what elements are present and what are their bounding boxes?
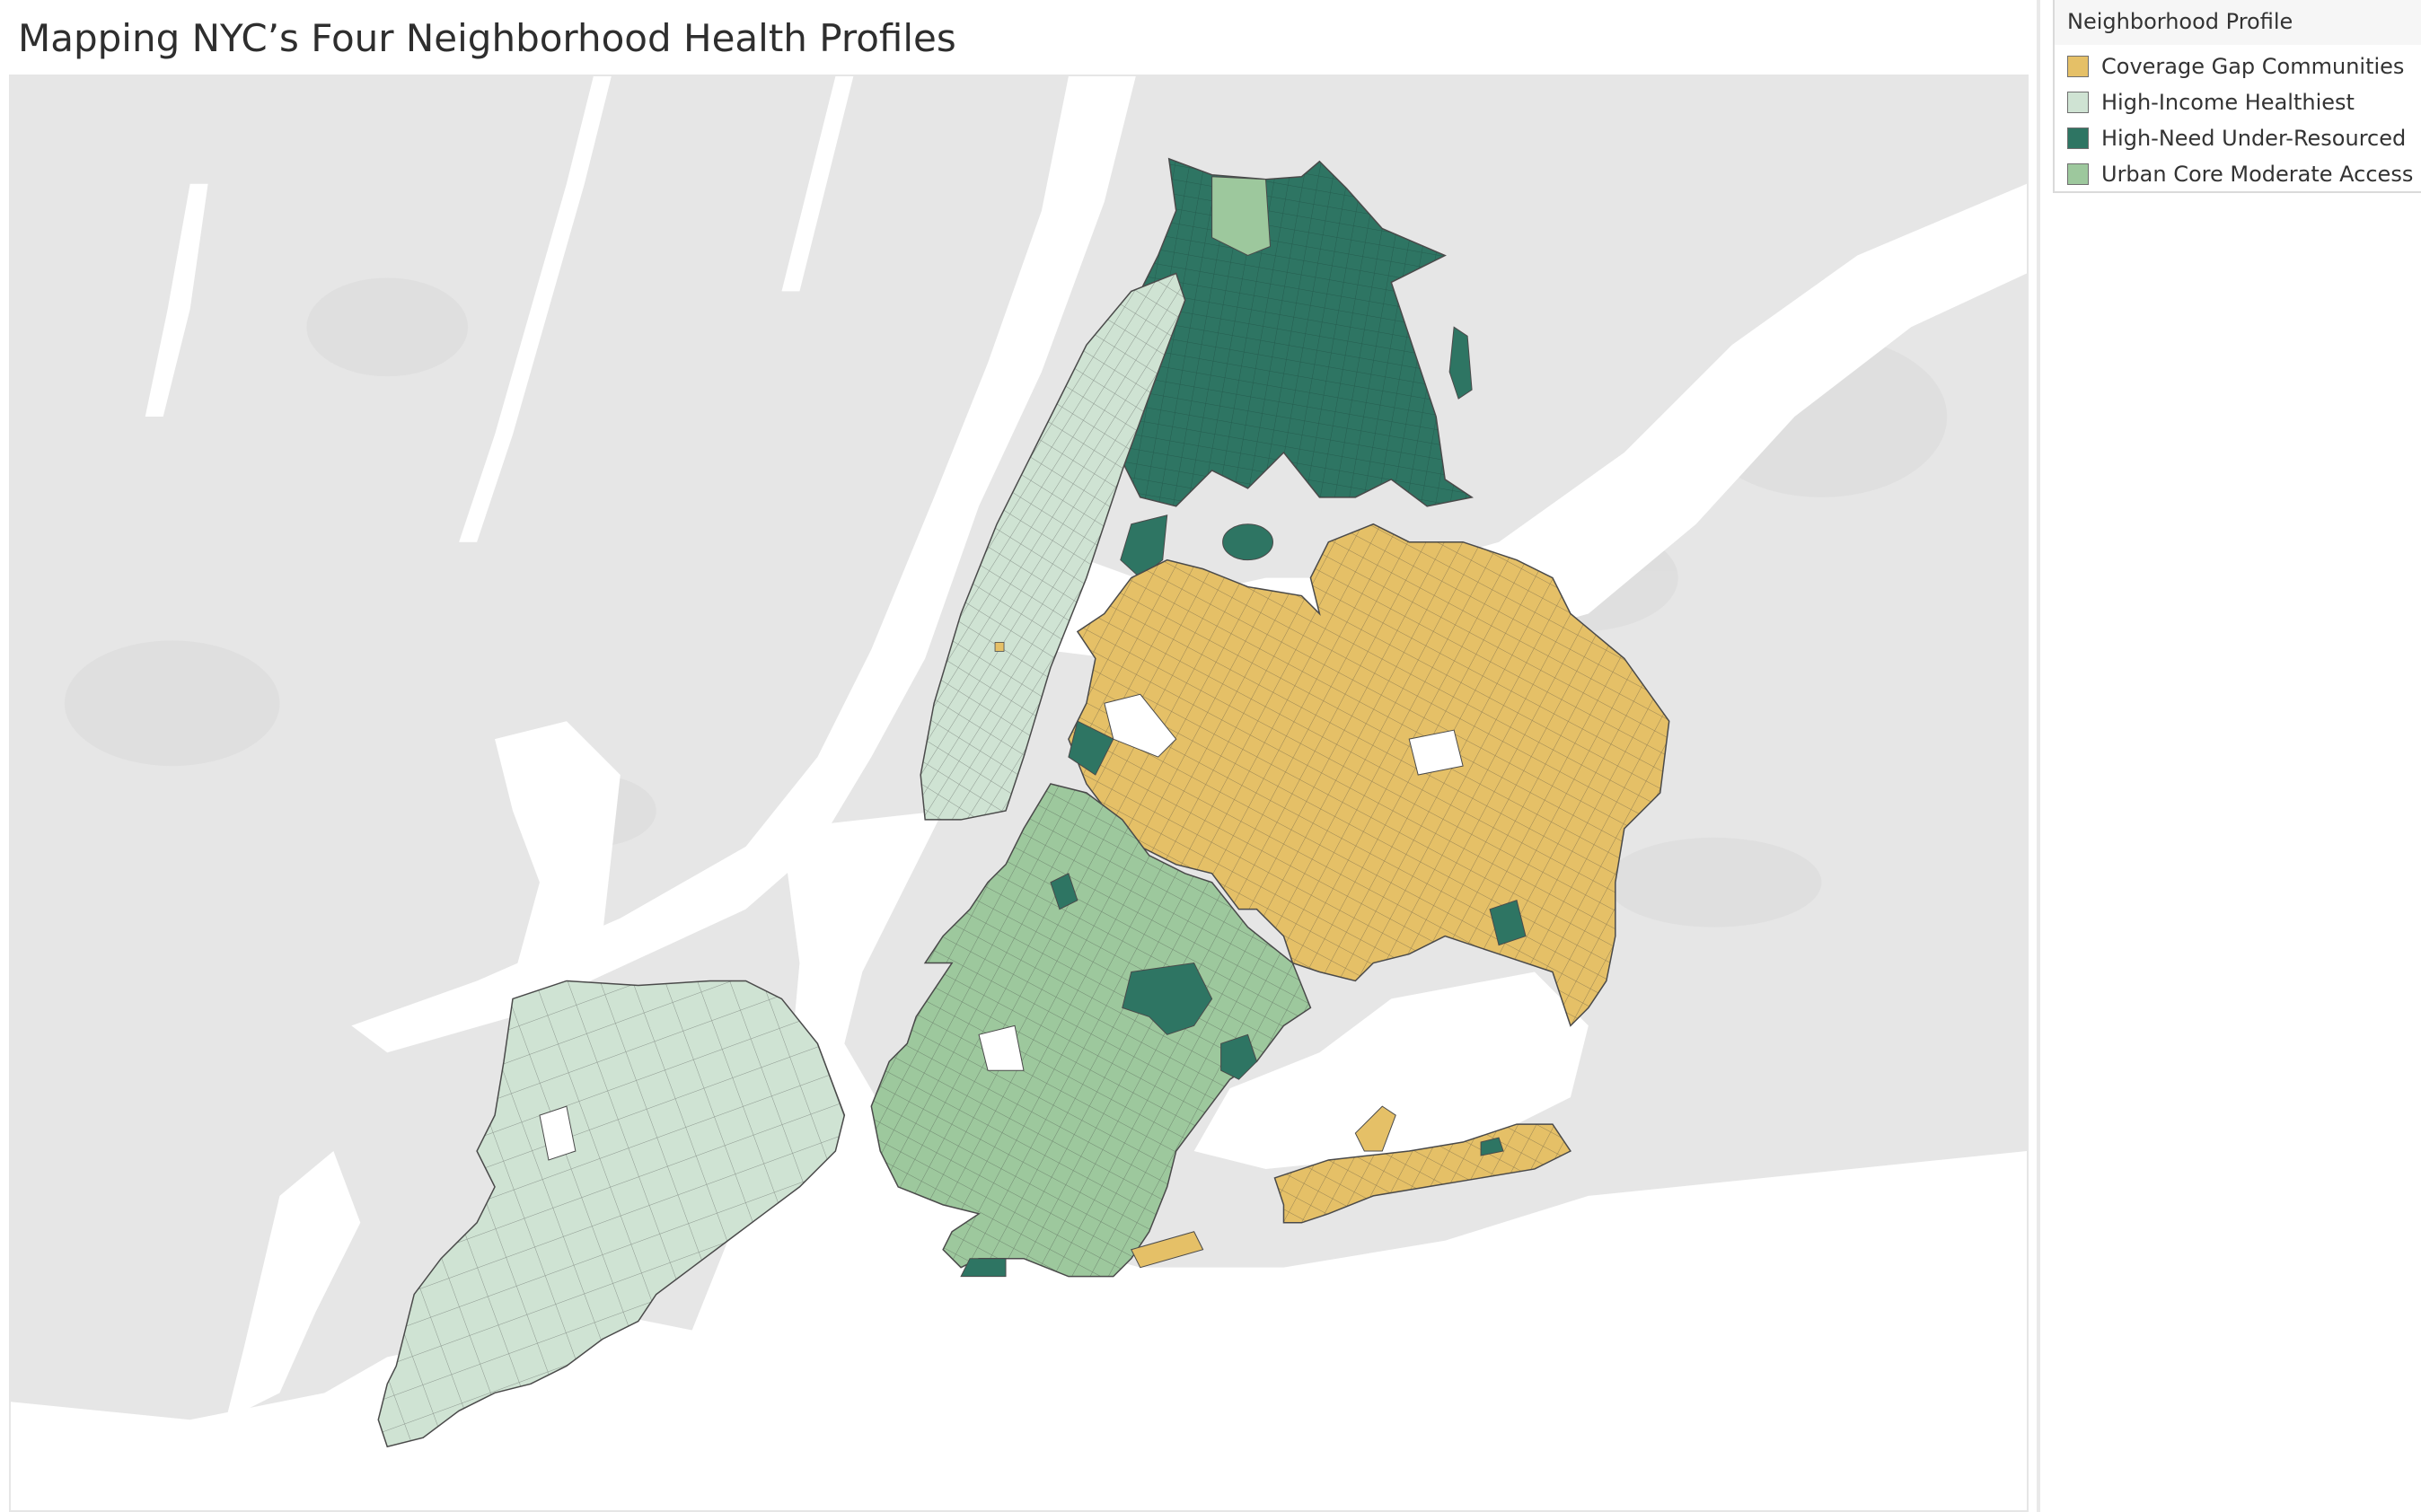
page-title: Mapping NYC’s Four Neighborhood Health P… <box>18 16 956 60</box>
legend-pane: Neighborhood Profile Coverage Gap Commun… <box>2037 0 2421 1512</box>
region-rockaway[interactable] <box>1131 1105 1571 1269</box>
legend: Neighborhood Profile Coverage Gap Commun… <box>2053 0 2421 193</box>
legend-label: Urban Core Moderate Access <box>2101 162 2414 187</box>
legend-header <box>2055 0 2421 45</box>
legend-item-high-need[interactable]: High-Need Under-Resourced <box>2067 124 2406 153</box>
legend-item-urban-core[interactable]: Urban Core Moderate Access <box>2067 160 2413 189</box>
legend-swatch <box>2067 163 2089 185</box>
legend-swatch <box>2067 127 2089 149</box>
region-queens[interactable] <box>1068 523 1670 1027</box>
map-canvas[interactable] <box>11 76 2027 1510</box>
map-panel[interactable] <box>9 75 2029 1512</box>
legend-item-coverage-gap[interactable]: Coverage Gap Communities <box>2067 52 2404 81</box>
legend-label: High-Need Under-Resourced <box>2101 126 2407 151</box>
legend-title: Neighborhood Profile <box>2067 9 2293 34</box>
legend-label: High-Income Healthiest <box>2101 90 2355 115</box>
region-staten-island[interactable] <box>377 980 846 1448</box>
region-manhattan[interactable] <box>920 272 1186 821</box>
legend-swatch <box>2067 56 2089 77</box>
region-bronx[interactable] <box>1113 157 1475 579</box>
region-brooklyn[interactable] <box>870 783 1312 1278</box>
legend-swatch <box>2067 92 2089 113</box>
legend-item-high-income[interactable]: High-Income Healthiest <box>2067 88 2355 117</box>
legend-label: Coverage Gap Communities <box>2101 54 2405 79</box>
